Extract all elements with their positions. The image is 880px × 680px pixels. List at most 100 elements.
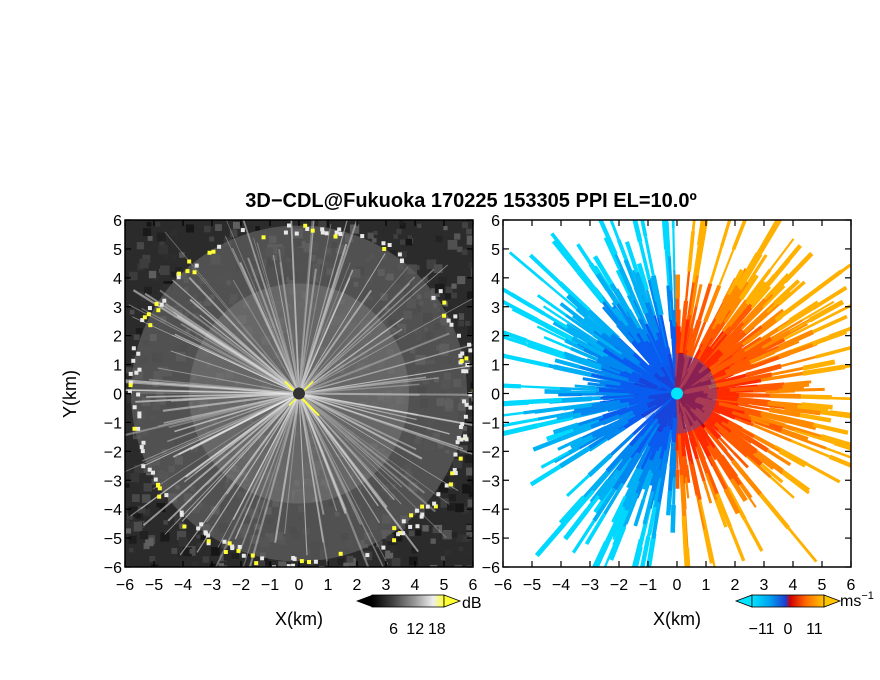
velocity-ray bbox=[750, 417, 770, 427]
velocity-ray bbox=[642, 491, 655, 525]
reflectivity-edge-echo bbox=[136, 392, 141, 397]
velocity-ray bbox=[813, 422, 849, 435]
reflectivity-edge-echo bbox=[414, 508, 419, 513]
velocity-ray bbox=[778, 449, 807, 468]
velocity-ray bbox=[567, 436, 597, 455]
velocity-ray bbox=[582, 317, 604, 336]
reflectivity-edge-echo bbox=[142, 315, 147, 320]
reflectivity-edge-echo bbox=[459, 359, 464, 364]
reflectivity-y-tick-label: 0 bbox=[113, 387, 122, 404]
velocity-ray bbox=[627, 308, 643, 332]
reflectivity-edge-echo bbox=[396, 532, 401, 537]
reflectivity-speckle bbox=[255, 226, 261, 231]
reflectivity-ray bbox=[284, 393, 300, 534]
velocity-ray bbox=[564, 355, 603, 371]
reflectivity-y-tick-label: 6 bbox=[113, 213, 122, 230]
velocity-ray bbox=[806, 462, 841, 484]
reflectivity-speckle bbox=[463, 535, 470, 542]
velocity-ray bbox=[690, 463, 702, 500]
velocity-ray bbox=[592, 333, 623, 356]
velocity-ray bbox=[695, 407, 717, 425]
velocity-ray bbox=[670, 504, 676, 533]
reflectivity-ray bbox=[164, 393, 300, 535]
velocity-ray bbox=[747, 349, 766, 360]
reflectivity-speckle bbox=[130, 473, 140, 483]
velocity-ray bbox=[745, 280, 767, 306]
velocity-ray bbox=[744, 411, 762, 418]
reflectivity-ray bbox=[298, 393, 385, 567]
velocity-ray bbox=[697, 283, 713, 321]
velocity-ray bbox=[648, 466, 658, 486]
reflectivity-edge-echo bbox=[452, 468, 457, 473]
velocity-ray bbox=[799, 412, 832, 423]
velocity-colorbar-tick-label: 0 bbox=[784, 621, 793, 638]
reflectivity-speckle bbox=[461, 506, 469, 514]
velocity-ray bbox=[701, 459, 719, 495]
reflectivity-speckle bbox=[385, 550, 394, 559]
velocity-ray bbox=[714, 422, 736, 441]
reflectivity-ray bbox=[248, 393, 300, 567]
reflectivity-ray bbox=[247, 257, 300, 394]
velocity-ray bbox=[694, 235, 706, 276]
reflectivity-speckle bbox=[451, 532, 458, 538]
reflectivity-speckle bbox=[255, 560, 266, 567]
reflectivity-edge-echo bbox=[313, 559, 318, 564]
reflectivity-ray bbox=[128, 304, 300, 394]
velocity-ray bbox=[760, 463, 784, 484]
reflectivity-speckle bbox=[458, 320, 465, 327]
reflectivity-speckle bbox=[146, 221, 152, 227]
reflectivity-speckle bbox=[451, 283, 457, 289]
reflectivity-speckle bbox=[399, 222, 406, 229]
velocity-ray bbox=[619, 371, 640, 382]
reflectivity-plot-area bbox=[125, 220, 473, 567]
velocity-ray bbox=[604, 402, 630, 410]
velocity-ray bbox=[645, 289, 656, 316]
velocity-ray bbox=[737, 252, 763, 290]
reflectivity-edge-echo bbox=[131, 346, 136, 351]
reflectivity-edge-echo bbox=[132, 405, 137, 410]
velocity-ray bbox=[773, 279, 801, 305]
reflectivity-edge-echo bbox=[333, 234, 338, 239]
reflectivity-edge-echo bbox=[206, 539, 211, 544]
velocity-ray bbox=[739, 372, 773, 383]
reflectivity-speckle bbox=[467, 499, 473, 507]
velocity-ray bbox=[707, 321, 726, 347]
reflectivity-ray bbox=[256, 242, 300, 394]
reflectivity-edge-echo bbox=[464, 402, 469, 407]
velocity-ray bbox=[503, 287, 532, 308]
reflectivity-ray bbox=[298, 317, 404, 395]
velocity-ray bbox=[651, 458, 662, 492]
velocity-ray bbox=[780, 428, 809, 442]
reflectivity-speckle bbox=[472, 247, 473, 258]
velocity-ray bbox=[601, 355, 619, 368]
reflectivity-ray bbox=[171, 334, 300, 394]
velocity-ray bbox=[601, 380, 621, 386]
reflectivity-speckle bbox=[191, 561, 199, 567]
velocity-ray bbox=[619, 346, 642, 366]
reflectivity-y-tick-label: −2 bbox=[104, 444, 122, 461]
velocity-ray bbox=[773, 340, 800, 354]
reflectivity-edge-echo bbox=[456, 333, 461, 338]
reflectivity-colorbar-body bbox=[371, 594, 445, 608]
reflectivity-edge-echo bbox=[136, 351, 141, 356]
velocity-colorbar-tick-label: 11 bbox=[806, 621, 823, 638]
velocity-x-tick-label: −1 bbox=[639, 577, 657, 594]
reflectivity-ray bbox=[298, 253, 386, 394]
velocity-ray bbox=[709, 246, 723, 285]
reflectivity-speckle bbox=[459, 559, 468, 567]
reflectivity-x-tick-label: 1 bbox=[324, 577, 333, 594]
velocity-ray bbox=[673, 326, 677, 344]
reflectivity-colorbar-tick-label: 6 bbox=[389, 621, 398, 638]
reflectivity-edge-echo bbox=[137, 411, 142, 416]
velocity-ray bbox=[778, 342, 814, 359]
velocity-ray bbox=[601, 306, 619, 326]
reflectivity-ray bbox=[298, 393, 329, 567]
velocity-ray bbox=[787, 527, 818, 563]
velocity-ray bbox=[760, 329, 792, 350]
velocity-y-tick-label: 6 bbox=[491, 213, 500, 230]
reflectivity-edge-echo bbox=[203, 530, 208, 535]
velocity-ray bbox=[666, 490, 673, 516]
reflectivity-x-tick-label: −1 bbox=[261, 577, 279, 594]
reflectivity-speckle bbox=[466, 525, 472, 531]
velocity-ray bbox=[614, 253, 633, 290]
